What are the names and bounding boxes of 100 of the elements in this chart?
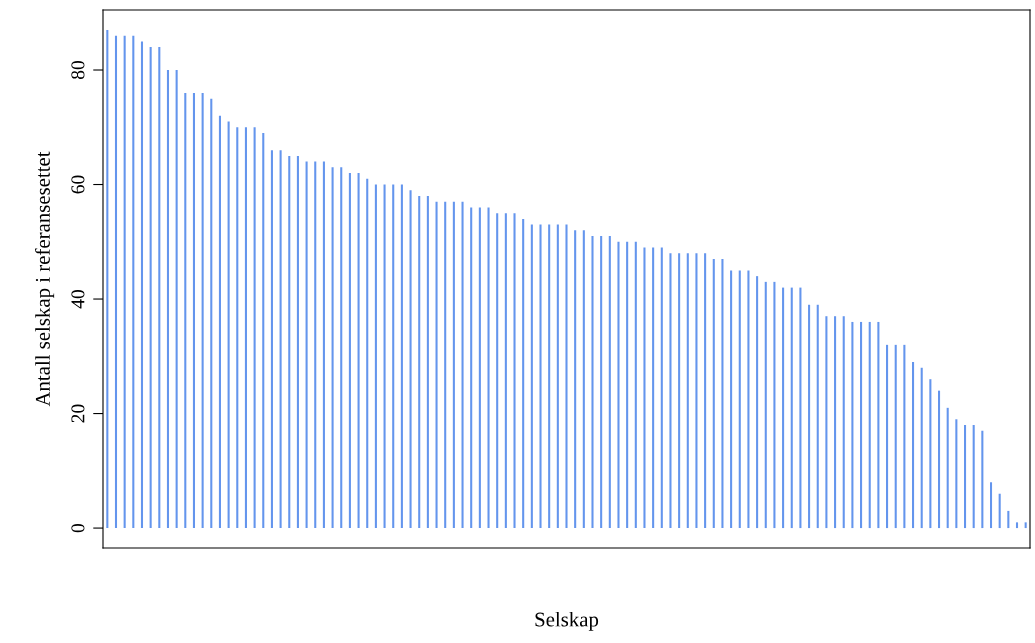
bar [643, 247, 646, 529]
bar [582, 230, 585, 529]
bar [201, 92, 204, 529]
bar [496, 213, 499, 529]
bar [1024, 522, 1027, 529]
bar [409, 190, 412, 529]
bar [738, 270, 741, 529]
bar [981, 430, 984, 529]
bar [721, 258, 724, 529]
bar [279, 150, 282, 529]
bar [695, 253, 698, 529]
bar [548, 224, 551, 529]
bar [686, 253, 689, 529]
bar [972, 425, 975, 529]
y-tick-label: 40 [71, 290, 85, 309]
bar [834, 316, 837, 529]
bar [331, 167, 334, 529]
bar [530, 224, 533, 529]
bar [634, 241, 637, 529]
bar [712, 258, 715, 529]
bar [903, 344, 906, 529]
bar [799, 287, 802, 529]
bar [522, 218, 525, 529]
bar [929, 379, 932, 529]
bar [652, 247, 655, 529]
bar [210, 98, 213, 529]
y-tick-label: 0 [71, 523, 85, 533]
y-tick-label: 80 [71, 61, 85, 79]
bar [877, 321, 880, 529]
bar [340, 167, 343, 529]
bar [314, 161, 317, 529]
bar [704, 253, 707, 529]
bar [166, 70, 170, 529]
bar [591, 236, 594, 529]
bar [149, 47, 152, 529]
bar [513, 213, 516, 529]
bar [392, 184, 395, 529]
bar [565, 224, 568, 529]
x-axis-title: Selskap [535, 611, 599, 631]
bar [184, 92, 187, 529]
bar [218, 115, 221, 529]
bar [678, 253, 681, 529]
bar [140, 41, 144, 529]
bar [305, 161, 308, 529]
bar [366, 178, 369, 529]
bar [963, 425, 967, 529]
bar [444, 201, 447, 529]
bar [912, 362, 915, 529]
bar [868, 321, 871, 529]
bar [782, 287, 785, 529]
bar [435, 201, 438, 529]
bar [626, 241, 629, 529]
bar [374, 184, 377, 529]
bar [357, 173, 360, 529]
bar [461, 201, 464, 529]
bar [322, 161, 325, 529]
bar [400, 184, 403, 529]
bar [175, 70, 178, 529]
bar [617, 241, 620, 529]
bar [383, 184, 386, 529]
bar [773, 281, 776, 529]
bar [288, 155, 291, 529]
bar [114, 35, 118, 529]
bar [452, 201, 455, 529]
bar [730, 270, 733, 529]
y-tick-label: 60 [71, 175, 85, 194]
bar [426, 195, 429, 529]
bar [920, 367, 923, 529]
bar [756, 276, 759, 529]
bar [816, 304, 819, 529]
bar [106, 29, 109, 529]
bar [539, 224, 542, 529]
bar [253, 127, 256, 529]
bar [192, 92, 196, 529]
bar [262, 132, 265, 529]
bar [886, 344, 889, 529]
bar [132, 35, 135, 529]
bar [244, 127, 247, 529]
y-tick-label: 20 [71, 404, 85, 423]
bar [270, 150, 273, 529]
bar [556, 224, 559, 529]
bar [989, 482, 993, 529]
bar [860, 321, 863, 529]
bar [236, 127, 239, 529]
bar [574, 230, 577, 529]
bar [348, 173, 351, 529]
bar [955, 419, 958, 529]
bar [808, 304, 811, 529]
bar [470, 207, 473, 529]
bar [790, 287, 793, 529]
bar [600, 236, 603, 529]
bar [946, 407, 949, 529]
bar [158, 47, 161, 529]
bar [851, 321, 854, 529]
bar [478, 207, 481, 529]
y-axis-title: Antall selskap i referansesettet [35, 151, 55, 407]
bar [608, 236, 611, 529]
bar [418, 195, 421, 529]
bar [894, 344, 897, 529]
bar [842, 316, 845, 529]
